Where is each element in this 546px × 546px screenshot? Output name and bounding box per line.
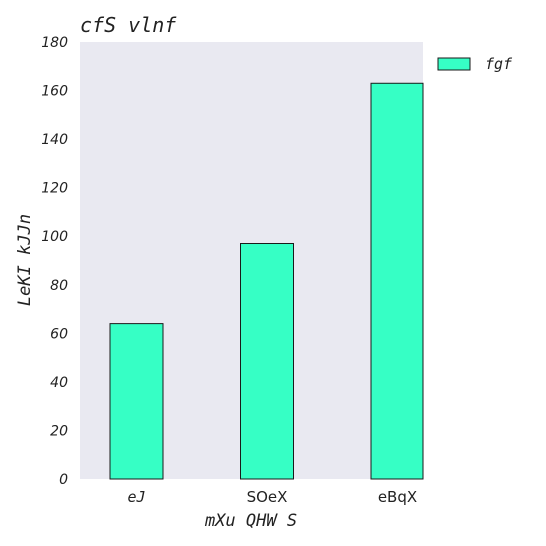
y-axis-label: LeKI kJJn bbox=[15, 214, 35, 306]
x-tick-label: SOeX bbox=[247, 488, 288, 506]
legend-swatch-fgf bbox=[437, 57, 471, 71]
y-tick-label: 60 bbox=[50, 326, 68, 342]
chart-title: cfS vlnf bbox=[80, 13, 177, 37]
bar-eJ bbox=[109, 323, 164, 480]
y-tick-label: 140 bbox=[41, 132, 68, 148]
y-tick-label: 120 bbox=[41, 181, 68, 197]
legend: fgf bbox=[437, 55, 513, 73]
x-axis-ticks: eJ SOeX eBqX bbox=[127, 488, 417, 506]
y-tick-label: 160 bbox=[41, 84, 68, 100]
y-tick-label: 180 bbox=[41, 35, 68, 51]
x-tick-label: eBqX bbox=[378, 488, 417, 506]
y-axis-ticks: 0 20 40 60 80 100 120 140 160 180 bbox=[41, 35, 68, 488]
y-tick-label: 40 bbox=[50, 375, 68, 391]
y-tick-label: 0 bbox=[59, 472, 68, 488]
bars bbox=[109, 82, 424, 480]
legend-label-fgf: fgf bbox=[485, 55, 513, 73]
x-tick-label: eJ bbox=[127, 488, 145, 506]
y-tick-label: 20 bbox=[50, 423, 68, 439]
bar-eBqX bbox=[370, 82, 424, 480]
y-tick-label: 80 bbox=[50, 278, 68, 294]
y-tick-label: 100 bbox=[41, 229, 68, 245]
bar-SOeX bbox=[240, 243, 294, 480]
x-axis-label: mXu QHW S bbox=[204, 511, 297, 531]
